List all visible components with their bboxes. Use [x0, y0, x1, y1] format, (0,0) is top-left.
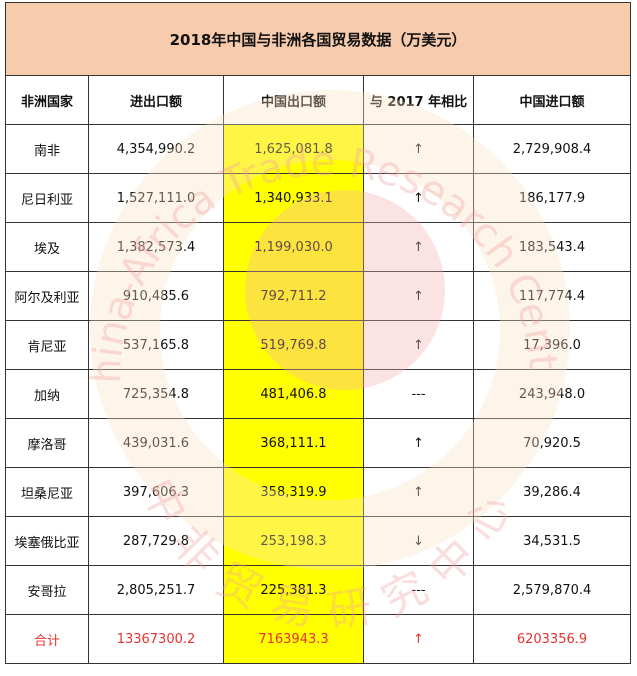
- table-row: 阿尔及利亚 910,485.6 792,711.2 ↑ 117,774.4: [5, 271, 632, 321]
- total-trade-cell: 4,354,990.2: [88, 124, 224, 174]
- country-cell: 肯尼亚: [5, 320, 89, 370]
- trend-arrow-cell: ↑: [363, 124, 474, 174]
- table-row: 埃塞俄比亚 287,729.8 253,198.3 ↓ 34,531.5: [5, 516, 632, 566]
- country-cell: 阿尔及利亚: [5, 271, 89, 321]
- trend-arrow-cell: ↑: [363, 467, 474, 517]
- table-row: 尼日利亚 1,527,111.0 1,340,933.1 ↑ 186,177.9: [5, 173, 632, 223]
- table-row: 坦桑尼亚 397,606.3 358,319.9 ↑ 39,286.4: [5, 467, 632, 517]
- china-import-cell: 186,177.9: [472, 173, 632, 223]
- trend-arrow-cell: ↑: [363, 418, 474, 468]
- table-row: 安哥拉 2,805,251.7 225,381.3 --- 2,579,870.4: [5, 565, 632, 615]
- total-trade-cell: 287,729.8: [88, 516, 224, 566]
- china-export-cell: 1,625,081.8: [223, 124, 364, 174]
- china-import-cell: 34,531.5: [472, 516, 632, 566]
- china-import-cell: 183,543.4: [472, 222, 632, 272]
- china-export-cell: 1,199,030.0: [223, 222, 364, 272]
- china-export-cell: 792,711.2: [223, 271, 364, 321]
- total-import: 6203356.9: [472, 614, 632, 664]
- header-import: 中国进口额: [472, 75, 632, 125]
- total-trade-cell: 2,805,251.7: [88, 565, 224, 615]
- total-trade-cell: 537,165.8: [88, 320, 224, 370]
- country-cell: 加纳: [5, 369, 89, 419]
- china-import-cell: 2,729,908.4: [472, 124, 632, 174]
- china-import-cell: 17,396.0: [472, 320, 632, 370]
- table-row: 南非 4,354,990.2 1,625,081.8 ↑ 2,729,908.4: [5, 124, 632, 174]
- header-total: 进出口额: [88, 75, 224, 125]
- country-cell: 坦桑尼亚: [5, 467, 89, 517]
- total-export: 7163943.3: [223, 614, 364, 664]
- table-row: 肯尼亚 537,165.8 519,769.8 ↑ 17,396.0: [5, 320, 632, 370]
- table-row: 加纳 725,354.8 481,406.8 --- 243,948.0: [5, 369, 632, 419]
- total-trade-cell: 397,606.3: [88, 467, 224, 517]
- trend-arrow-cell: ↑: [363, 320, 474, 370]
- header-export: 中国出口额: [223, 75, 364, 125]
- china-import-cell: 243,948.0: [472, 369, 632, 419]
- country-cell: 南非: [5, 124, 89, 174]
- total-trade-cell: 910,485.6: [88, 271, 224, 321]
- china-export-cell: 368,111.1: [223, 418, 364, 468]
- china-export-cell: 481,406.8: [223, 369, 364, 419]
- header-row: 非洲国家 进出口额 中国出口额 与 2017 年相比 中国进口额: [5, 75, 632, 125]
- trend-arrow-cell: ↓: [363, 516, 474, 566]
- china-export-cell: 358,319.9: [223, 467, 364, 517]
- total-trade: 13367300.2: [88, 614, 224, 664]
- total-trade-cell: 1,527,111.0: [88, 173, 224, 223]
- country-cell: 摩洛哥: [5, 418, 89, 468]
- trend-arrow-cell: ↑: [363, 173, 474, 223]
- total-trade-cell: 725,354.8: [88, 369, 224, 419]
- trade-table: 2018年中国与非洲各国贸易数据（万美元） 非洲国家 进出口额 中国出口额 与 …: [4, 2, 632, 664]
- header-country: 非洲国家: [5, 75, 89, 125]
- total-row: 合计 13367300.2 7163943.3 ↑ 6203356.9: [5, 614, 632, 664]
- table-row: 摩洛哥 439,031.6 368,111.1 ↑ 70,920.5: [5, 418, 632, 468]
- header-trend: 与 2017 年相比: [363, 75, 474, 125]
- china-import-cell: 117,774.4: [472, 271, 632, 321]
- total-trend-arrow: ↑: [363, 614, 474, 664]
- country-cell: 安哥拉: [5, 565, 89, 615]
- total-label: 合计: [5, 614, 89, 664]
- china-export-cell: 519,769.8: [223, 320, 364, 370]
- table-title: 2018年中国与非洲各国贸易数据（万美元）: [4, 2, 632, 76]
- trend-arrow-cell: ↑: [363, 271, 474, 321]
- trend-arrow-cell: ---: [363, 369, 474, 419]
- title-row: 2018年中国与非洲各国贸易数据（万美元）: [4, 2, 632, 76]
- trend-arrow-cell: ↑: [363, 222, 474, 272]
- total-trade-cell: 1,382,573.4: [88, 222, 224, 272]
- total-trade-cell: 439,031.6: [88, 418, 224, 468]
- china-export-cell: 225,381.3: [223, 565, 364, 615]
- china-import-cell: 2,579,870.4: [472, 565, 632, 615]
- country-cell: 尼日利亚: [5, 173, 89, 223]
- china-import-cell: 39,286.4: [472, 467, 632, 517]
- trade-table-container: 2018年中国与非洲各国贸易数据（万美元） 非洲国家 进出口额 中国出口额 与 …: [4, 2, 632, 664]
- table-row: 埃及 1,382,573.4 1,199,030.0 ↑ 183,543.4: [5, 222, 632, 272]
- trend-arrow-cell: ---: [363, 565, 474, 615]
- china-export-cell: 1,340,933.1: [223, 173, 364, 223]
- china-export-cell: 253,198.3: [223, 516, 364, 566]
- country-cell: 埃及: [5, 222, 89, 272]
- country-cell: 埃塞俄比亚: [5, 516, 89, 566]
- china-import-cell: 70,920.5: [472, 418, 632, 468]
